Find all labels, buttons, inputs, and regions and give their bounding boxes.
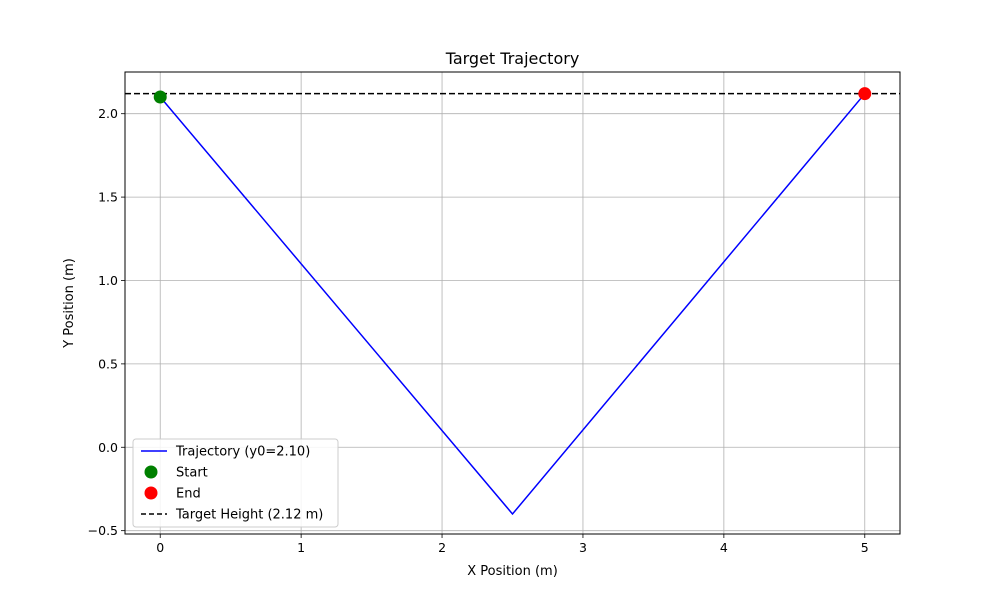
x-tick-label: 3 [579,540,587,555]
legend-box [132,438,339,528]
legend-label-end: End [176,487,201,502]
y-tick-label: 1.5 [98,190,118,205]
x-tick-label: 1 [297,540,305,555]
legend-label-start: Start [176,466,208,481]
legend-label-target-height-2-12-m: Target Height (2.12 m) [175,508,323,523]
y-tick-label: 1.0 [98,273,118,288]
end-point [858,87,872,101]
legend-swatch-end [144,486,158,500]
x-tick-label: 2 [438,540,446,555]
plot-frame [124,71,901,535]
ticks: 0 1 2 3 4 5 −0.5 0.0 0.5 1.0 1.5 2.0 [88,106,869,555]
x-tick-label: 5 [861,540,869,555]
x-axis-label: X Position (m) [467,564,558,579]
data-layer [125,87,900,516]
y-tick-label: −0.5 [88,523,118,538]
chart-title: Target Trajectory [445,49,580,68]
legend-swatch-start [144,465,158,479]
y-tick-label: 0.5 [98,356,118,371]
x-tick-label: 0 [156,540,164,555]
legend: Trajectory (y0=2.10) Start End Target Heigh… [132,438,339,528]
trajectory-line [159,93,866,516]
start-point [153,90,167,104]
y-axis-label: Y Position (m) [62,258,77,349]
legend-label-trajectory-y0-2-10: Trajectory (y0=2.10) [175,445,310,460]
y-tick-label: 2.0 [98,106,118,121]
y-tick-label: 0.0 [98,440,118,455]
x-tick-label: 4 [720,540,728,555]
